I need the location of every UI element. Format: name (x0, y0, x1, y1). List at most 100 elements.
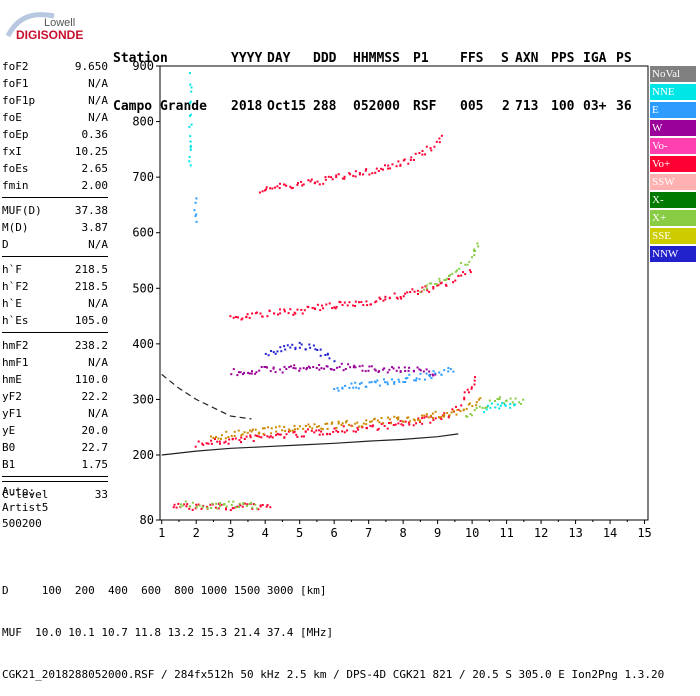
trace-dot (306, 367, 308, 369)
trace-dot (463, 391, 466, 394)
trace-dot (229, 509, 232, 512)
trace-dot (303, 435, 305, 438)
trace-dot (421, 417, 424, 420)
trace-dot (248, 372, 251, 375)
trace-dot (410, 156, 413, 159)
trace-dot (399, 419, 402, 422)
trace-dot (195, 197, 198, 200)
param-row: h`F 218.5 (2, 261, 108, 278)
trace-dot (370, 365, 373, 368)
param-label: hmE (2, 373, 22, 386)
trace-dot (425, 145, 428, 148)
footer-info-line: CGK21_2018288052000.RSF / 284fx512h 50 k… (2, 668, 665, 681)
trace-dot (475, 404, 478, 407)
trace-dot (269, 435, 272, 438)
trace-dot (360, 381, 363, 384)
trace-dot (341, 304, 344, 306)
trace-dot (231, 507, 234, 510)
trace-dot (237, 429, 240, 432)
header-val-6: 005 (460, 99, 484, 114)
trace-dot (343, 175, 346, 178)
trace-dot (382, 422, 385, 425)
trace-dot (398, 380, 401, 383)
legend-item-nne: NNE (650, 84, 696, 100)
trace-dot (245, 435, 248, 438)
trace-dot (206, 507, 209, 510)
trace-dot (455, 405, 457, 408)
trace-dot (384, 298, 387, 301)
trace-dot (479, 397, 482, 400)
trace-dot (404, 420, 407, 423)
trace-dot (421, 286, 424, 289)
trace-dot (404, 370, 407, 372)
trace-dot (281, 429, 284, 432)
trace-dot (473, 379, 476, 382)
trace-dot (274, 371, 277, 374)
trace-dot (365, 385, 368, 388)
header-val-4: 052000 (353, 99, 400, 114)
param-label: M(D) (2, 221, 29, 234)
param-separator (2, 197, 108, 198)
trace-dot (437, 416, 440, 419)
trace-dot (388, 418, 391, 421)
trace-dot (326, 365, 329, 368)
trace-dot (402, 295, 405, 298)
trace-dot (231, 437, 234, 440)
trace-dot (266, 504, 269, 507)
y-tick-label: 400 (132, 337, 154, 351)
trace-dot (457, 408, 460, 411)
trace-dot (321, 433, 324, 436)
profile-curve (161, 433, 459, 456)
trace-dot (175, 506, 178, 509)
param-row: MUF(D) 37.38 (2, 202, 108, 219)
trace-dot (397, 366, 400, 369)
trace-dot (284, 348, 287, 351)
param-label: foF1 (2, 77, 29, 90)
param-value: 33 (94, 488, 108, 501)
trace-dot (473, 383, 476, 386)
trace-dot (352, 386, 355, 389)
param-value: 218.5 (74, 280, 108, 293)
trace-dot (476, 242, 479, 245)
trace-dot (462, 271, 464, 274)
trace-dot (189, 83, 192, 86)
trace-dot (336, 387, 339, 390)
trace-dot (460, 262, 463, 264)
plot-frame (159, 65, 649, 521)
trace-dot (473, 409, 476, 412)
trace-dot (475, 401, 478, 404)
trace-dot (322, 182, 325, 185)
header-col-1: YYYY (231, 51, 263, 66)
trace-dot (408, 373, 411, 376)
trace-dot (326, 422, 329, 425)
trace-dot (269, 187, 272, 190)
trace-dot (283, 365, 286, 368)
trace-dot (494, 400, 496, 402)
param-label: foF1p (2, 94, 36, 107)
trace-dot (189, 102, 191, 105)
trace-dot (423, 414, 426, 417)
header-val-7: 2 (502, 99, 510, 114)
trace-dot (356, 421, 359, 424)
trace-dot (343, 431, 346, 434)
trace-dot (324, 423, 327, 425)
trace-dot (481, 406, 484, 409)
trace-dot (467, 403, 470, 406)
trace-nnw (264, 341, 336, 363)
auto-version: 500200 (2, 517, 42, 530)
trace-dot (468, 402, 471, 405)
trace-dot (400, 423, 403, 426)
trace-dot (328, 433, 331, 436)
trace-dot (272, 367, 275, 370)
trace-dot (280, 350, 283, 353)
trace-dot (190, 123, 193, 126)
trace-dot (224, 440, 227, 443)
trace-dot (202, 443, 205, 446)
trace-dot (326, 432, 329, 435)
trace-dot (246, 503, 249, 506)
trace-dot (413, 379, 416, 382)
trace-dot (304, 430, 307, 433)
x-tick-label: 10 (465, 526, 479, 540)
trace-dot (344, 384, 347, 387)
trace-dot (230, 503, 233, 506)
